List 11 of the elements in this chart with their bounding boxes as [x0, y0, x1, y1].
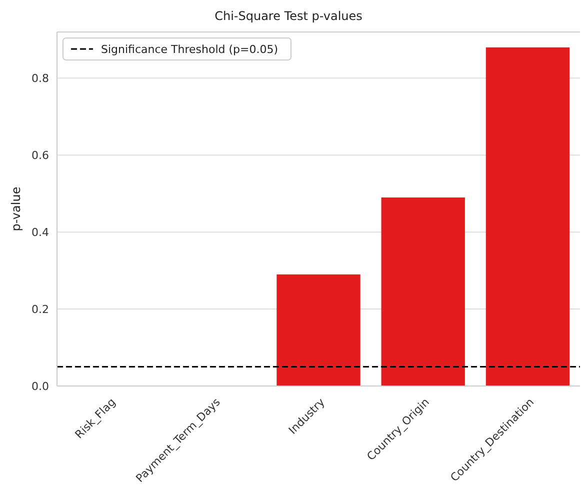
bar: [486, 47, 570, 386]
y-tick-label: 0.8: [32, 72, 49, 86]
bar: [276, 274, 360, 386]
y-tick-label: 0.4: [32, 226, 49, 239]
y-tick-label: 0.0: [32, 380, 49, 393]
bar: [381, 197, 465, 386]
y-tick-label: 0.2: [32, 302, 49, 316]
y-axis-title: p-value: [9, 186, 23, 232]
chart-title: Chi-Square Test p-values: [214, 9, 362, 23]
legend-label: Significance Threshold (p=0.05): [101, 42, 278, 56]
y-tick-label: 0.6: [32, 148, 49, 162]
